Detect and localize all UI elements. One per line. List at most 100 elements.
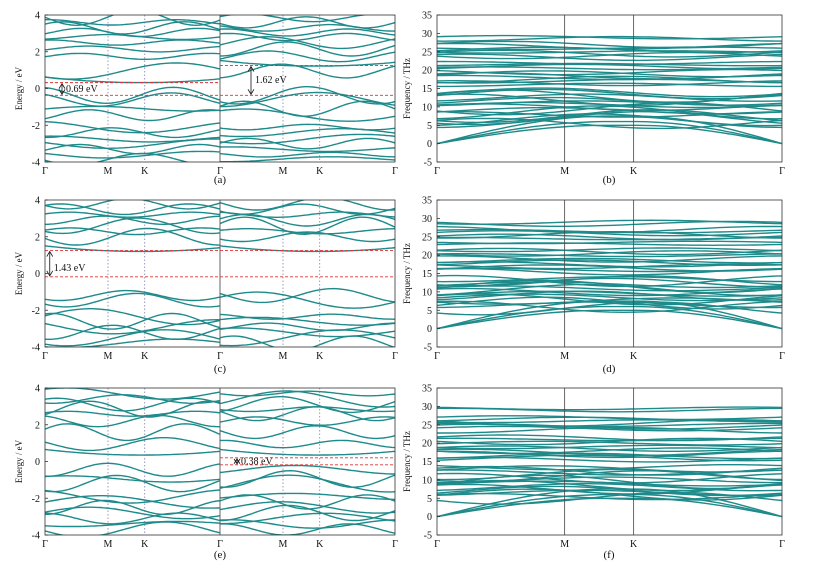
x-tick-label: K xyxy=(316,539,324,550)
y-tick-label: 25 xyxy=(422,47,432,58)
y-axis-label: Energy / eV xyxy=(14,439,24,483)
phonon-branch xyxy=(437,70,782,78)
phonon-branch xyxy=(437,452,782,460)
arrow-head xyxy=(247,65,255,72)
x-tick-label: Γ xyxy=(42,539,48,550)
band-line xyxy=(219,200,395,211)
x-tick-label: Γ xyxy=(434,539,440,550)
band-line xyxy=(45,512,221,525)
y-tick-label: 35 xyxy=(422,196,432,207)
phonon-branch xyxy=(437,96,782,106)
band-line xyxy=(45,410,221,417)
band-line xyxy=(219,50,395,63)
phonon-branch xyxy=(437,300,782,314)
phonon-branch xyxy=(437,290,782,301)
band-line xyxy=(45,329,221,347)
phonon-branch xyxy=(437,34,782,40)
band-line xyxy=(45,506,221,520)
phonon-branch xyxy=(437,293,782,302)
band-line xyxy=(219,127,395,138)
band-line xyxy=(219,123,395,131)
band-line xyxy=(45,489,221,504)
phonon-branch xyxy=(437,263,782,270)
phonon-branch xyxy=(437,470,782,483)
phonon-branch xyxy=(437,444,782,450)
y-tick-label: 0 xyxy=(427,139,432,150)
x-tick-label: Γ xyxy=(217,351,223,362)
phonon-branch xyxy=(437,309,782,330)
y-tick-label: 30 xyxy=(422,214,432,225)
x-tick-label: Γ xyxy=(392,351,398,362)
y-tick-label: 10 xyxy=(422,102,432,113)
band-line xyxy=(45,211,221,218)
band-line xyxy=(219,313,395,320)
x-tick-label: K xyxy=(316,166,324,177)
phonon-branch xyxy=(437,87,782,98)
y-tick-label: -5 xyxy=(424,343,432,354)
band-line xyxy=(219,231,395,243)
plot-area-f xyxy=(437,406,782,518)
phonon-branch xyxy=(437,468,782,481)
phonon-branch xyxy=(437,301,782,309)
band-line xyxy=(220,156,395,162)
phonon-branch xyxy=(437,464,782,471)
band-line xyxy=(219,494,395,510)
y-tick-label: 20 xyxy=(422,251,432,262)
band-line xyxy=(45,397,221,412)
phonon-branch xyxy=(437,448,782,457)
y-tick-label: 5 xyxy=(427,121,432,132)
band-line xyxy=(219,464,395,475)
band-line xyxy=(45,76,221,84)
arrow-head xyxy=(58,89,66,96)
y-tick-label: 35 xyxy=(422,384,432,395)
arrow-head xyxy=(46,270,54,277)
band-line xyxy=(45,462,221,477)
y-tick-label: -4 xyxy=(32,343,40,354)
y-tick-label: 0 xyxy=(427,324,432,335)
phonon-branch xyxy=(437,492,782,501)
phonon-branch xyxy=(437,108,782,124)
x-tick-label: Γ xyxy=(779,539,785,550)
band-line xyxy=(219,287,395,304)
band-line xyxy=(219,469,395,488)
band-line xyxy=(45,414,220,428)
y-tick-label: 0 xyxy=(35,457,40,468)
band-line xyxy=(219,216,395,236)
band-line xyxy=(219,133,395,145)
band-line xyxy=(45,138,220,149)
phonon-branch xyxy=(437,113,782,127)
x-tick-label: M xyxy=(560,351,569,362)
phonon-branch xyxy=(437,233,782,241)
y-tick-label: -5 xyxy=(424,531,432,542)
band-line xyxy=(45,400,221,418)
y-tick-label: 0 xyxy=(427,512,432,523)
plot-area-e xyxy=(45,388,395,535)
phonon-branch xyxy=(437,425,782,432)
band-line xyxy=(219,512,395,525)
y-tick-label: 10 xyxy=(422,475,432,486)
phonon-branch xyxy=(437,419,782,427)
phonon-branch xyxy=(437,290,782,297)
band-line xyxy=(219,390,395,397)
band-line xyxy=(45,475,221,483)
band-line xyxy=(219,35,395,50)
y-axis-label: Energy / eV xyxy=(14,251,24,295)
band-line xyxy=(219,448,395,456)
x-tick-label: K xyxy=(141,351,149,362)
band-line xyxy=(219,213,395,227)
x-tick-label: Γ xyxy=(434,166,440,177)
x-tick-label: K xyxy=(141,166,149,177)
phonon-branch xyxy=(437,93,782,102)
x-tick-label: M xyxy=(104,351,113,362)
y-tick-label: 2 xyxy=(35,232,40,243)
y-tick-label: 15 xyxy=(422,269,432,280)
gap-annotation: 1.43 eV xyxy=(54,263,86,274)
band-line xyxy=(45,308,221,326)
arrow-head xyxy=(247,89,255,96)
x-tick-label: Γ xyxy=(392,539,398,550)
phonon-branch xyxy=(437,445,782,452)
y-tick-label: 5 xyxy=(427,494,432,505)
x-tick-label: Γ xyxy=(217,166,223,177)
